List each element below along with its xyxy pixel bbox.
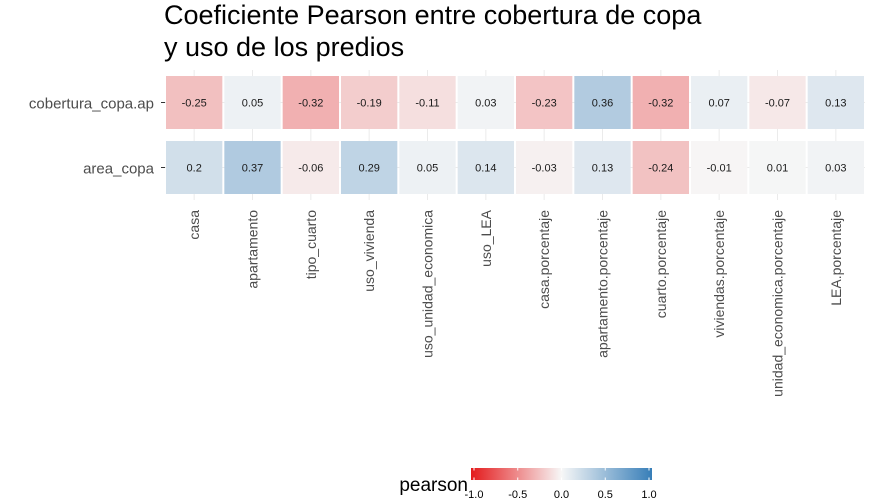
heatmap-cell: [749, 76, 806, 129]
cell-value-label: -0.06: [298, 163, 323, 175]
chart-title-line-2: y uso de los predios: [164, 32, 405, 62]
x-tick-label: unidad_economica.porcentaje: [770, 210, 786, 397]
x-tick-label: uso_LEA: [478, 209, 494, 266]
heatmap-cell: [399, 76, 456, 129]
heatmap-cell: [282, 76, 339, 129]
x-tick-label: apartamento.porcentaje: [595, 210, 611, 358]
x-tick-label: tipo_cuarto: [303, 210, 319, 279]
y-tick-label: area_copa: [83, 161, 155, 178]
legend-tick-label: 1.0: [641, 489, 656, 501]
chart-title-line-1: Coeficiente Pearson entre cobertura de c…: [164, 0, 702, 30]
cell-value-label: 0.37: [242, 163, 263, 175]
cell-value-label: 0.13: [825, 98, 846, 110]
cell-value-label: -0.32: [648, 98, 673, 110]
cell-value-label: -0.01: [707, 163, 732, 175]
heatmap-cell: [166, 141, 223, 194]
x-tick-label: apartamento: [245, 210, 261, 289]
cell-value-label: 0.13: [592, 163, 613, 175]
cell-value-label: -0.11: [415, 98, 439, 110]
cell-value-label: 0.14: [475, 163, 496, 175]
cell-value-label: 0.29: [358, 163, 379, 175]
cell-value-label: 0.01: [767, 163, 788, 175]
heatmap-cell: [224, 141, 281, 194]
heatmap-cell: [807, 76, 864, 129]
cell-value-label: -0.03: [532, 163, 557, 175]
x-tick-label: casa: [186, 210, 202, 240]
x-tick-label: viviendas.porcentaje: [711, 210, 727, 338]
heatmap-cell: [516, 76, 573, 129]
cell-value-label: 0.03: [475, 98, 496, 110]
y-tick-label: cobertura_copa.ap: [29, 96, 154, 113]
heatmap-cell: [691, 76, 748, 129]
cell-value-label: -0.07: [765, 98, 790, 110]
legend-tick-label: 0.5: [598, 489, 613, 501]
heatmap-cell: [457, 141, 514, 194]
heatmap-cell: [341, 76, 398, 129]
heatmap-cell: [574, 76, 631, 129]
heatmap-cell: [807, 141, 864, 194]
cell-value-label: -0.23: [532, 98, 557, 110]
heatmap-cell: [341, 141, 398, 194]
heatmap-cell: [632, 76, 689, 129]
cell-value-label: -0.19: [357, 98, 382, 110]
heatmap-cell: [224, 76, 281, 129]
cell-value-label: 0.03: [825, 163, 846, 175]
x-tick-label: cuarto.porcentaje: [653, 210, 669, 318]
cell-value-label: 0.05: [417, 163, 438, 175]
cell-value-label: -0.32: [298, 98, 323, 110]
x-tick-label: uso_vivienda: [361, 210, 377, 292]
heatmap-cell: [457, 76, 514, 129]
cell-value-label: 0.05: [242, 98, 263, 110]
cell-value-label: 0.36: [592, 98, 613, 110]
heatmap-cell: [632, 141, 689, 194]
heatmap-cell: [516, 141, 573, 194]
heatmap-cell: [399, 141, 456, 194]
heatmap-cell: [282, 141, 339, 194]
legend-tick-label: -0.5: [508, 489, 527, 501]
legend-title: pearson: [399, 475, 468, 496]
x-tick-label: casa.porcentaje: [536, 210, 552, 309]
legend-tick-label: 0.0: [554, 489, 569, 501]
heatmap-cell: [749, 141, 806, 194]
legend-tick-label: -1.0: [465, 489, 484, 501]
cell-value-label: -0.24: [648, 163, 673, 175]
cell-value-label: 0.07: [708, 98, 729, 110]
heatmap-cell: [166, 76, 223, 129]
legend-colorbar: [471, 468, 652, 480]
cell-value-label: 0.2: [187, 163, 202, 175]
heatmap-cell: [691, 141, 748, 194]
cell-value-label: -0.25: [182, 98, 207, 110]
x-tick-label: LEA.porcentaje: [828, 210, 844, 306]
heatmap-cell: [574, 141, 631, 194]
x-tick-label: uso_unidad_economica: [420, 210, 436, 358]
